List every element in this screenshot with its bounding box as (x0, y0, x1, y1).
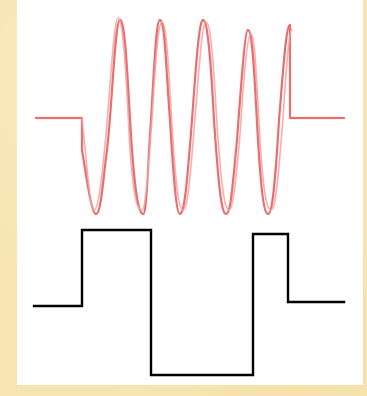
white-drawing-panel (17, 0, 363, 385)
modulated-carrier-wave (34, 18, 346, 216)
carrier-echo-wave (81, 17, 293, 211)
baseband-rectangular-pulse (32, 228, 346, 377)
